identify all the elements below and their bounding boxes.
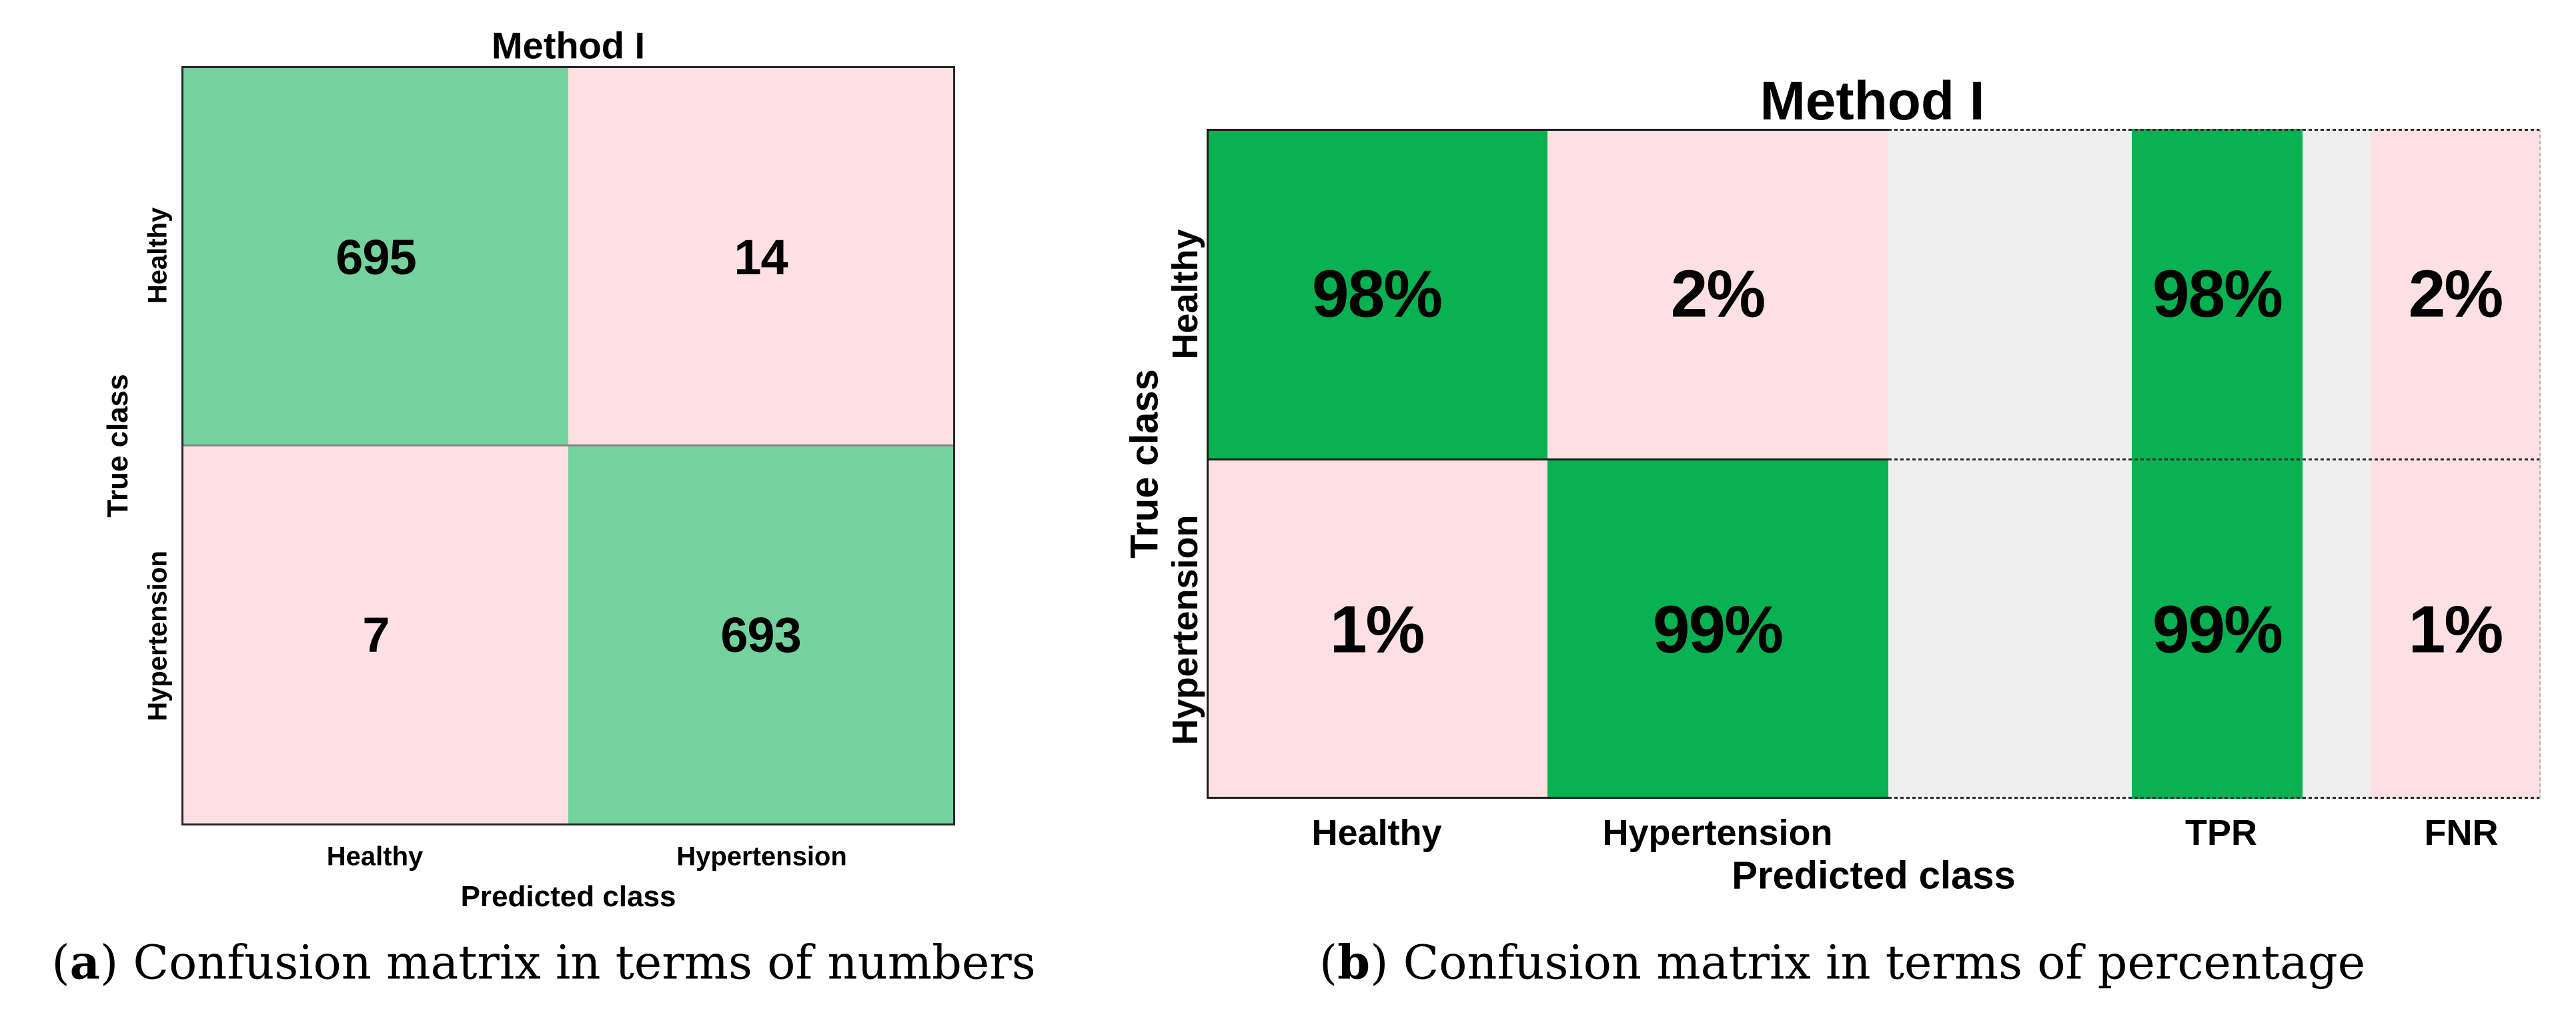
- panel-a: Method I True class Healthy Hypertension…: [0, 0, 1167, 1017]
- panel-b-plot: 98% 2% 1% 99% 98% 99% 2% 1%: [1207, 129, 2541, 799]
- panel-a-xtick-hypertension: Hypertension: [676, 841, 847, 872]
- panel-b-xtick-tpr: TPR: [2185, 813, 2257, 853]
- fnr-value-healthy: 2%: [2408, 256, 2504, 332]
- panel-a-caption: (a) Confusion matrix in terms of numbers: [51, 935, 1035, 990]
- panel-a-caption-letter: a: [69, 934, 100, 990]
- panel-b-xtick-healthy: Healthy: [1311, 813, 1442, 853]
- tpr-value-healthy: 98%: [2152, 256, 2283, 332]
- panel-b-caption-letter: b: [1337, 934, 1371, 990]
- panel-b-caption-open: (: [1319, 935, 1338, 990]
- cell-b-value-98: 98%: [1311, 256, 1443, 332]
- cell-a-true-healthy-pred-hypertension: 14: [568, 68, 953, 446]
- panel-b-fnr-column: [2371, 129, 2541, 799]
- panel-b: Method I True class Healthy Hypertension…: [1101, 0, 2576, 1017]
- panel-b-xtick-fnr: FNR: [2424, 813, 2499, 853]
- cell-a-value-7: 7: [362, 607, 390, 663]
- cell-b-value-1: 1%: [1329, 592, 1425, 667]
- panel-a-xtick-healthy: Healthy: [326, 841, 424, 872]
- panel-b-gray-separator-small: [2303, 129, 2371, 799]
- panel-b-row-divider-dashed: [1888, 458, 2541, 460]
- panel-b-xlabel: Predicted class: [1732, 854, 2016, 898]
- cell-a-value-695: 695: [336, 229, 416, 285]
- cell-a-true-hypertension-pred-hypertension: 693: [568, 446, 953, 823]
- cell-b-true-hypertension-pred-hypertension: [1547, 460, 1888, 799]
- panel-b-row-divider-solid: [1207, 458, 1888, 460]
- cell-a-value-693: 693: [720, 607, 801, 663]
- panel-b-title: Method I: [1760, 71, 1985, 131]
- panel-b-xtick-hypertension: Hypertension: [1602, 813, 1833, 853]
- cell-b-true-healthy-pred-healthy: [1207, 129, 1547, 460]
- panel-b-border-top-dashed: [1888, 129, 2541, 131]
- tpr-value-hypertension: 99%: [2152, 592, 2283, 667]
- panel-b-border-right-dashed: [2539, 129, 2541, 799]
- cell-b-value-2: 2%: [1670, 256, 1766, 332]
- panel-b-tpr-column: [2132, 129, 2303, 799]
- panel-a-ylabel: True class: [101, 374, 134, 518]
- panel-a-title: Method I: [491, 24, 646, 67]
- panel-b-ylabel: True class: [1123, 369, 1167, 559]
- cell-a-value-14: 14: [734, 229, 788, 285]
- panel-b-caption-text: ) Confusion matrix in terms of percentag…: [1370, 935, 2366, 990]
- panel-a-caption-text: ) Confusion matrix in terms of numbers: [99, 935, 1036, 990]
- panel-b-border-left: [1207, 129, 1209, 799]
- cell-b-value-99: 99%: [1652, 592, 1784, 667]
- panel-a-caption-open: (: [51, 935, 70, 990]
- panel-a-plot: 695 14 7 693: [181, 66, 955, 825]
- panel-b-border-bottom-solid: [1207, 797, 1888, 799]
- cell-b-true-hypertension-pred-healthy: [1207, 460, 1547, 799]
- panel-a-xlabel: Predicted class: [460, 880, 676, 913]
- panel-b-border-top-solid: [1207, 129, 1888, 131]
- panel-b-ytick-healthy: Healthy: [1165, 229, 1205, 360]
- panel-a-ytick-hypertension: Hypertension: [143, 551, 173, 721]
- cell-a-true-healthy-pred-healthy: 695: [183, 68, 568, 446]
- cell-b-true-healthy-pred-hypertension: [1547, 129, 1888, 460]
- panel-b-gray-separator: [1888, 129, 2132, 799]
- fnr-value-hypertension: 1%: [2408, 592, 2504, 667]
- panel-b-ytick-hypertension: Hypertension: [1165, 515, 1205, 745]
- panel-b-border-bottom-dashed: [1888, 797, 2541, 799]
- panel-a-ytick-healthy: Healthy: [143, 207, 173, 304]
- panel-a-row-divider: [183, 444, 953, 446]
- panel-b-caption: (b) Confusion matrix in terms of percent…: [1319, 935, 2365, 990]
- cell-a-true-hypertension-pred-healthy: 7: [183, 446, 568, 823]
